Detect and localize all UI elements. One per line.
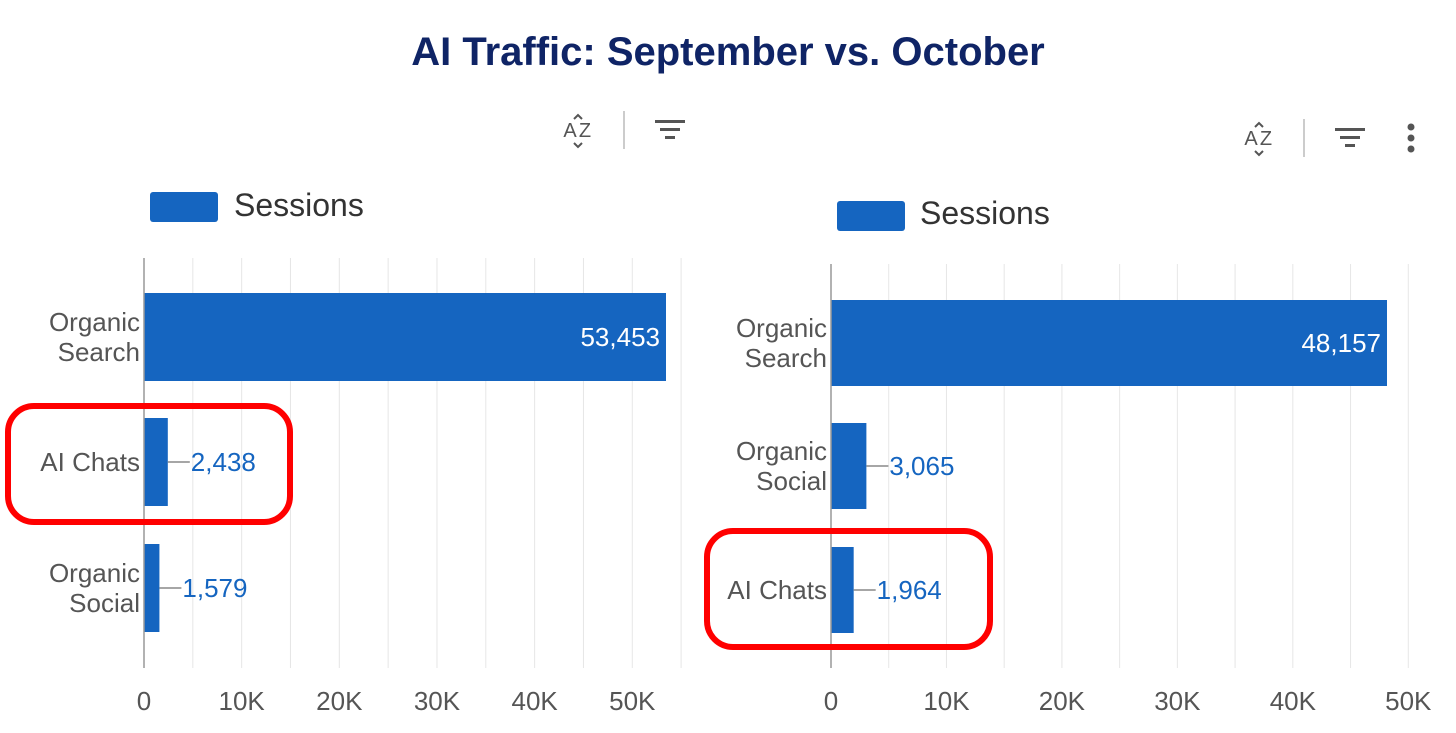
legend: Sessions xyxy=(837,195,1050,231)
x-tick-label: 0 xyxy=(824,686,838,716)
more-dot xyxy=(1407,123,1415,131)
filter-icon[interactable] xyxy=(1335,128,1365,147)
category-label: Organic Search xyxy=(736,313,827,373)
x-tick-label: 10K xyxy=(923,686,970,716)
sort-up-arrow xyxy=(1254,121,1264,128)
page-title: AI Traffic: September vs. October xyxy=(411,30,1045,74)
category-label: Organic Social xyxy=(49,558,140,618)
filter-icon[interactable] xyxy=(655,120,685,139)
legend-swatch xyxy=(150,192,218,222)
x-tick-label: 50K xyxy=(609,686,656,716)
bars xyxy=(831,300,1387,633)
september-chart-panel: A Z Sessions 0 10K 20K 30K 40K 50K Organic Search 5… xyxy=(0,0,720,733)
legend-label: Sessions xyxy=(234,187,364,223)
category-label-line: AI Chats xyxy=(40,447,140,477)
bar[interactable] xyxy=(144,418,168,506)
bar[interactable] xyxy=(831,547,854,633)
bar[interactable] xyxy=(831,423,867,509)
category-label-line: Search xyxy=(745,343,827,373)
filter-line-bottom xyxy=(665,136,675,139)
x-tick-label: 0 xyxy=(137,686,151,716)
filter-line-mid xyxy=(660,128,680,131)
legend-swatch xyxy=(837,201,905,231)
highlight-box xyxy=(704,528,993,650)
category-label-line: Organic xyxy=(736,436,827,466)
x-tick-label: 40K xyxy=(511,686,558,716)
legend: Sessions xyxy=(150,187,364,223)
data-label: 48,157 xyxy=(1301,328,1381,358)
bar[interactable] xyxy=(831,300,1387,386)
x-tick-label: 30K xyxy=(414,686,461,716)
category-label-line: Social xyxy=(756,466,827,496)
bar[interactable] xyxy=(144,293,666,381)
bar[interactable] xyxy=(144,544,160,632)
sort-z-glyph: Z xyxy=(579,120,591,142)
category-label: Organic Search xyxy=(49,307,140,367)
data-label: 1,964 xyxy=(877,575,942,605)
category-label-line: Organic xyxy=(49,307,140,337)
sort-a-glyph: A xyxy=(563,120,577,142)
x-tick-label: 50K xyxy=(1385,686,1432,716)
legend-label: Sessions xyxy=(920,195,1050,231)
sort-down-arrow xyxy=(573,142,583,149)
x-axis-ticks: 0 10K 20K 30K 40K 50K xyxy=(824,686,1432,716)
x-tick-label: 20K xyxy=(316,686,363,716)
category-label-line: Social xyxy=(69,588,140,618)
category-label-line: Search xyxy=(58,337,140,367)
x-tick-label: 40K xyxy=(1270,686,1317,716)
data-label: 1,579 xyxy=(182,573,247,603)
filter-line-top xyxy=(655,120,685,123)
sort-z-glyph: Z xyxy=(1260,128,1272,150)
x-tick-label: 10K xyxy=(219,686,266,716)
bars xyxy=(144,293,666,632)
data-label: 53,453 xyxy=(580,322,660,352)
x-tick-label: 20K xyxy=(1039,686,1086,716)
highlight-box xyxy=(5,403,293,525)
category-label-line: Organic xyxy=(49,558,140,588)
more-dot xyxy=(1407,145,1415,153)
october-chart-panel: A Z Sessions 0 10K 20K 30K 40K 50K Organic Search 4… xyxy=(704,0,1456,733)
x-tick-label: 30K xyxy=(1154,686,1201,716)
category-label: AI Chats xyxy=(40,447,140,477)
more-dot xyxy=(1407,134,1415,142)
data-label: 3,065 xyxy=(889,451,954,481)
filter-line-bottom xyxy=(1345,144,1355,147)
category-label-line: AI Chats xyxy=(727,575,827,605)
sort-down-arrow xyxy=(1254,150,1264,157)
x-axis-ticks: 0 10K 20K 30K 40K 50K xyxy=(137,686,656,716)
category-label-line: Organic xyxy=(736,313,827,343)
sort-up-arrow xyxy=(573,113,583,120)
category-label: AI Chats xyxy=(727,575,827,605)
data-label: 2,438 xyxy=(191,447,256,477)
more-vert-icon[interactable] xyxy=(1407,123,1415,153)
filter-line-mid xyxy=(1340,136,1360,139)
category-label: Organic Social xyxy=(736,436,827,496)
sort-a-glyph: A xyxy=(1244,128,1258,150)
filter-line-top xyxy=(1335,128,1365,131)
